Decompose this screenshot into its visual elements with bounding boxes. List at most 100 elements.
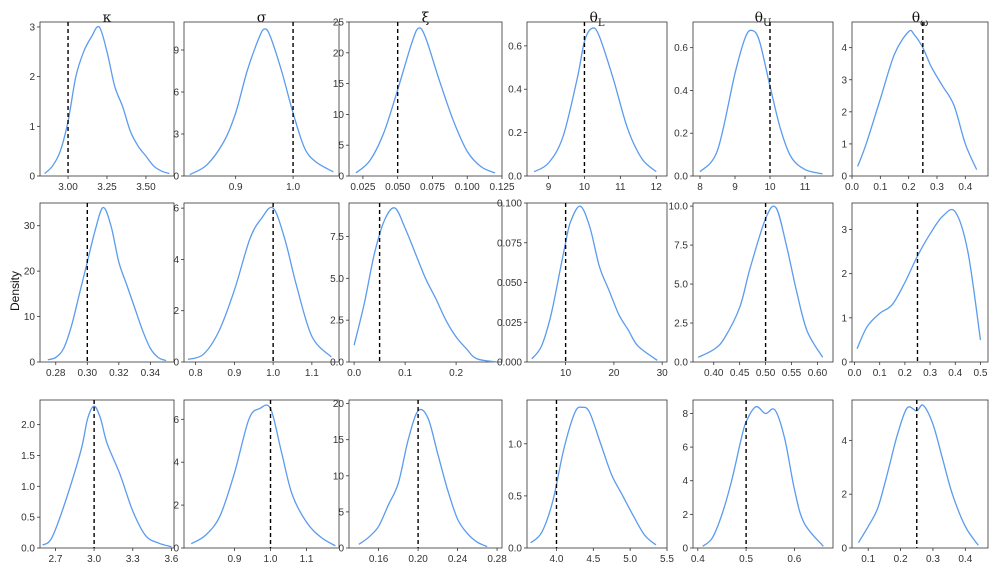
- x-tick-label: 0.9: [227, 368, 241, 379]
- x-tick-label: 0.5: [739, 554, 753, 565]
- x-tick-label: 30: [657, 368, 669, 379]
- panel-row2-thetaW: 0 1 2 3 0.0 0.1 0.2 0.3 0.4 0.5: [841, 202, 989, 379]
- panel-row2-xi: 0.0 2.5 5.0 7.5 0.0 0.1 0.2: [330, 202, 503, 379]
- x-tick-label: 20: [608, 368, 620, 379]
- panel-row1-sigma: 0 3 6 9 0.9 1.0: [173, 21, 340, 193]
- y-tick-label: 0.075: [497, 238, 522, 249]
- x-tick-label: 3.50: [136, 182, 156, 193]
- y-tick-label: 6: [173, 415, 179, 426]
- y-tick-label: 4: [841, 43, 847, 54]
- panel-frame: [526, 202, 668, 363]
- x-tick-label: 0.0: [848, 368, 862, 379]
- x-tick-label: 0.2: [898, 368, 912, 379]
- y-tick-label: 15: [333, 79, 345, 90]
- y-tick-label: 25: [333, 18, 345, 29]
- x-tick-label: 0.8: [189, 368, 203, 379]
- y-tick-label: 2: [841, 107, 847, 118]
- x-tick-label: 0.050: [385, 182, 410, 193]
- y-tick-label: 0: [682, 544, 688, 555]
- y-tick-label: 20: [24, 267, 36, 278]
- density-curve: [358, 408, 488, 548]
- y-tick-label: 0: [841, 544, 847, 555]
- x-tick-label: 0.1: [861, 554, 875, 565]
- x-tick-label: 0.45: [730, 368, 750, 379]
- density-curve: [47, 206, 167, 362]
- x-tick-label: 0.50: [756, 368, 776, 379]
- panel-row1-thetaU: 0.0 0.2 0.4 0.6 8 9 10 11: [674, 21, 834, 193]
- x-tick-label: 3.00: [58, 182, 78, 193]
- y-tick-label: 0.2: [508, 128, 522, 139]
- y-tick-label: 0: [338, 544, 344, 555]
- y-tick-label: 0.2: [674, 129, 688, 140]
- y-tick-label: 0.0: [508, 172, 522, 183]
- y-tick-label: 10: [24, 312, 36, 323]
- panel-frame: [348, 399, 503, 549]
- density-curve: [44, 25, 170, 175]
- y-tick-label: 6: [173, 88, 179, 99]
- y-tick-label: 0.0: [21, 544, 35, 555]
- density-curve: [189, 28, 334, 176]
- y-tick-label: 4: [682, 476, 688, 487]
- y-tick-label: 10.0: [669, 202, 689, 213]
- x-tick-label: 0.55: [782, 368, 802, 379]
- y-tick-label: 2.5: [674, 319, 688, 330]
- panel-frame: [692, 399, 834, 549]
- y-tick-label: 0.0: [508, 544, 522, 555]
- x-tick-label: 0.3: [930, 182, 944, 193]
- x-tick-label: 1.1: [305, 368, 319, 379]
- y-tick-label: 3: [841, 75, 847, 86]
- y-tick-label: 2: [841, 269, 847, 280]
- y-tick-label: 6: [173, 204, 179, 215]
- column-title-4: θU: [755, 10, 772, 29]
- y-tick-label: 20: [333, 48, 345, 59]
- density-curve: [187, 206, 332, 361]
- x-tick-label: 2.7: [49, 554, 63, 565]
- panel-row3-xi: 0 5 10 15 20 0.16 0.20 0.24 0.28: [333, 399, 507, 565]
- x-tick-label: 11: [615, 182, 626, 193]
- x-tick-label: 9: [732, 182, 738, 193]
- density-curve: [530, 406, 657, 546]
- y-tick-label: 8: [682, 409, 688, 420]
- x-tick-label: 0.125: [489, 182, 514, 193]
- x-tick-label: 3.25: [97, 182, 117, 193]
- panel-row2-thetaU: 0.0 2.5 5.0 7.5 10.0 0.40 0.45 0.50 0.55 0.60: [669, 202, 834, 379]
- y-tick-label: 0.4: [508, 85, 522, 96]
- panel-frame: [183, 399, 340, 549]
- x-tick-label: 0.30: [78, 368, 98, 379]
- density-curve: [533, 27, 657, 173]
- y-tick-label: 0: [29, 358, 35, 369]
- y-tick-label: 0.025: [497, 318, 522, 329]
- x-tick-label: 0.4: [948, 368, 962, 379]
- y-tick-label: 1: [841, 139, 847, 150]
- panel-frame: [526, 21, 668, 177]
- y-tick-label: 0: [173, 172, 179, 183]
- panel-frame: [348, 21, 503, 177]
- x-tick-label: 10: [764, 182, 776, 193]
- panel-row3-thetaW: 0 2 4 0.1 0.2 0.3 0.4: [841, 399, 989, 565]
- y-tick-label: 7.5: [330, 232, 344, 243]
- y-tick-label: 2.5: [330, 316, 344, 327]
- x-tick-label: 10: [579, 182, 591, 193]
- density-curve: [856, 208, 982, 350]
- y-tick-label: 2: [841, 490, 847, 501]
- x-tick-label: 1.0: [286, 182, 300, 193]
- x-tick-label: 0.28: [46, 368, 66, 379]
- y-tick-label: 5: [338, 141, 344, 152]
- x-tick-label: 0.40: [704, 368, 724, 379]
- y-tick-label: 0.0: [674, 358, 688, 369]
- y-tick-label: 2.0: [21, 420, 35, 431]
- y-tick-label: 3: [173, 130, 179, 141]
- x-tick-label: 0.9: [228, 554, 242, 565]
- x-tick-label: 11: [800, 182, 811, 193]
- y-axis-label: Density: [8, 271, 22, 311]
- y-tick-label: 2: [173, 501, 179, 512]
- x-tick-label: 0.34: [141, 368, 161, 379]
- panel-frame: [183, 202, 340, 363]
- x-tick-label: 3.0: [87, 554, 101, 565]
- x-tick-label: 0.9: [229, 182, 243, 193]
- x-tick-label: 1.0: [266, 368, 280, 379]
- y-tick-label: 2: [29, 72, 35, 83]
- panel-frame: [692, 202, 834, 363]
- x-tick-label: 12: [651, 182, 663, 193]
